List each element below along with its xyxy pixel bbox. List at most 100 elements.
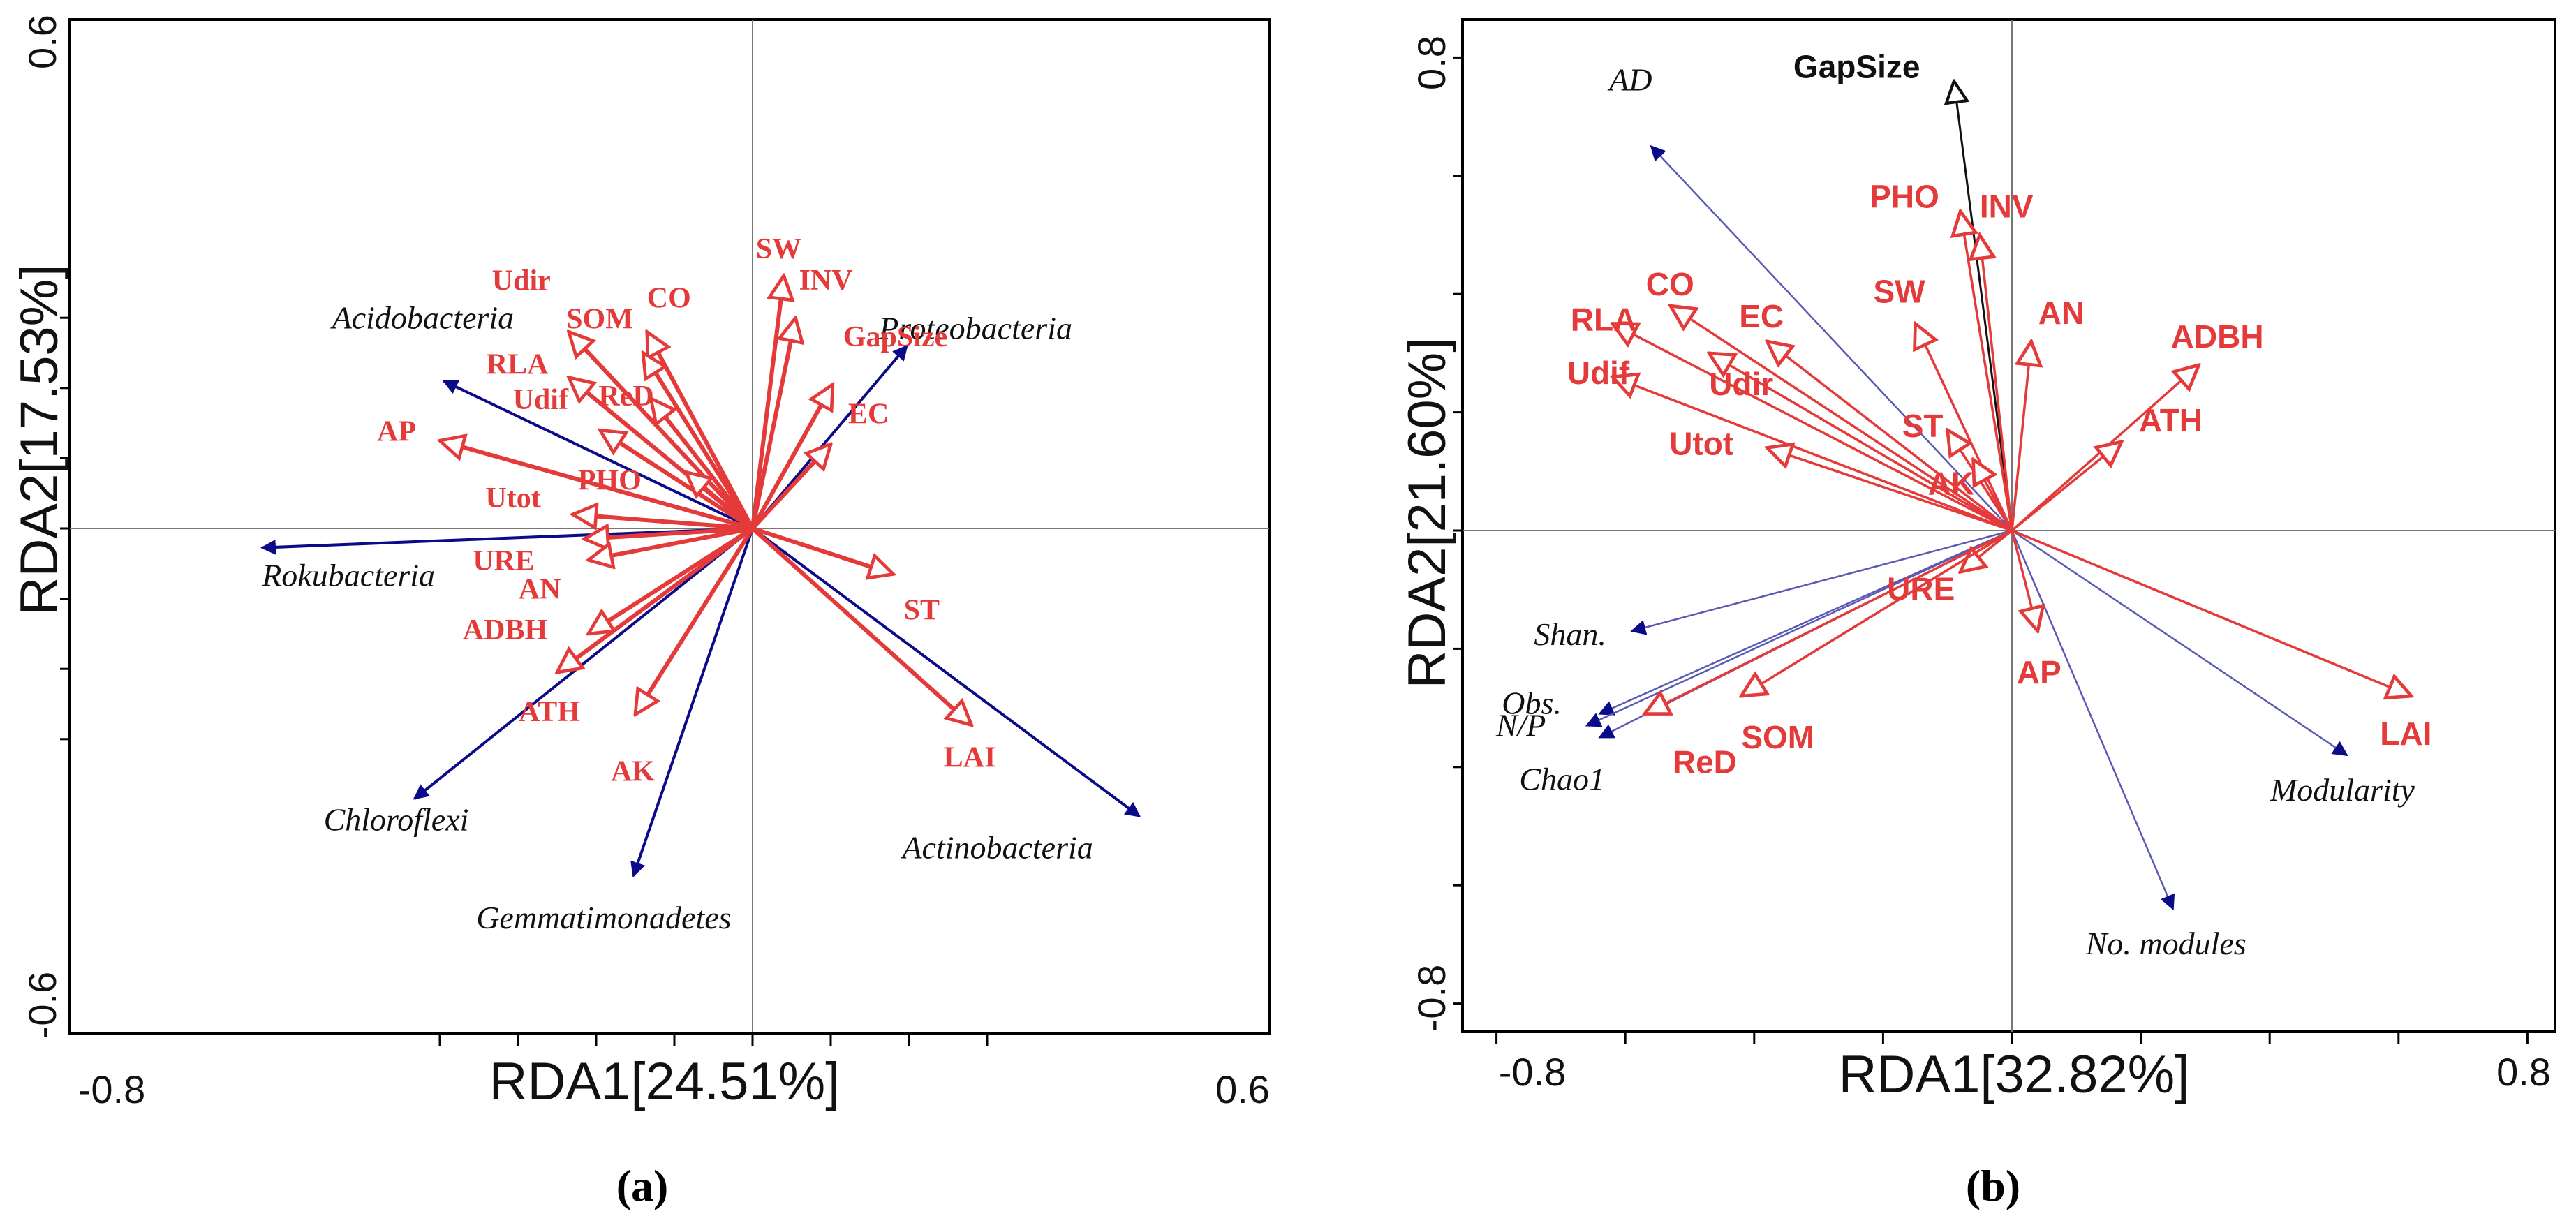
panel-b-label-som: SOM xyxy=(1741,719,1814,755)
panel-a-label-udif: Udif xyxy=(513,384,569,416)
panel-a-arrow-inv xyxy=(750,318,796,529)
panel-a-arrow-ath xyxy=(557,526,754,672)
panel-b-label-co: CO xyxy=(1646,266,1694,302)
panel-a-label-gapsize: GapSize xyxy=(843,321,947,353)
panel-b-arrow-gapsize xyxy=(1954,81,2013,531)
panel-b-label: (b) xyxy=(1966,1161,2020,1210)
panel-b-arrow-pho xyxy=(1960,212,2013,531)
panel-a-x-ticks xyxy=(438,1033,989,1046)
panel-b-x-tick-left: -0.8 xyxy=(1499,1050,1567,1094)
panel-a-label-ak: AK xyxy=(611,756,655,788)
panel-b-arrow-udif xyxy=(1613,377,2013,532)
panel-b: AD Shan. Obs.N/P Chao1 Modularity No. modules… xyxy=(1398,18,2556,1210)
panel-a-arrow-lai xyxy=(750,526,972,725)
panel-b-label-lai: LAI xyxy=(2380,716,2431,752)
panel-b-arrow-red xyxy=(1645,529,2013,714)
panel-a-arrows: Proteobacteria Acidobacteria Rokubacteria C… xyxy=(260,233,1141,935)
panel-a-arrow-utot xyxy=(572,514,753,531)
panel-a-label-acidobacteria: Acidobacteria xyxy=(330,300,515,336)
panel-a-arrow-som xyxy=(643,353,755,530)
panel-b-arrow-co xyxy=(1671,306,2013,532)
panel-a-label-chloroflexi: Chloroflexi xyxy=(324,801,469,837)
panel-a-arrow-red xyxy=(651,399,755,530)
panel-a-arrow-st xyxy=(752,526,894,574)
panel-b-label-modularity: Modularity xyxy=(2270,772,2415,808)
panel-a-label: (a) xyxy=(616,1161,669,1210)
panel-a-frame xyxy=(68,18,1271,1035)
panel-b-arrow-udir xyxy=(1709,353,2013,532)
panel-a-label-utot: Utot xyxy=(485,482,540,514)
panel-b-label-utot: Utot xyxy=(1669,425,1733,461)
panel-b-label-chao1: Chao1 xyxy=(1519,761,1605,796)
panel-b-arrow-shan xyxy=(1630,529,2013,635)
panel-a-label-st: ST xyxy=(904,594,940,626)
panel-a-arrow-gapsize xyxy=(750,385,835,530)
panel-a-label-adbh: ADBH xyxy=(463,614,547,646)
panel-b-arrow-ak xyxy=(1974,459,2013,531)
panel-a-arrow-udif xyxy=(600,430,754,531)
panel-b-label-st: ST xyxy=(1902,408,1944,444)
panel-a-arrow-ap xyxy=(440,440,753,531)
panel-b-arrow-inv xyxy=(1980,235,2013,531)
panel-a-x-axis-title: RDA1[24.51%] xyxy=(489,1052,841,1111)
panel-b-arrow-ap xyxy=(2011,530,2038,631)
panel-b-y-ticks xyxy=(1453,56,1463,1005)
panel-a-label-rla: RLA xyxy=(487,349,549,381)
panel-a-label-sw: SW xyxy=(756,233,801,265)
panel-a-arrow-udir xyxy=(569,332,755,531)
panel-a-y-tick-bottom: -0.6 xyxy=(20,972,64,1039)
panel-a-label-ure: URE xyxy=(473,545,535,577)
panel-b-label-red: ReD xyxy=(1673,744,1737,780)
panel-a-label-som: SOM xyxy=(566,304,633,336)
panel-a-arrow-actinobacteria xyxy=(751,527,1141,818)
panel-a-arrow-ak xyxy=(635,527,755,715)
panel-a-arrow-ure xyxy=(584,528,753,539)
panel-a-arrow-gemmatimonadetes xyxy=(630,528,754,878)
panel-a-label-ath: ATH xyxy=(519,696,580,728)
panel-b-arrow-rla xyxy=(1613,324,2013,532)
panel-b-arrow-ure xyxy=(1960,529,2013,572)
panel-b-label-udif: Udif xyxy=(1567,355,1630,391)
panel-a-label-inv: INV xyxy=(799,265,853,297)
panel-b-label-obs: Obs. xyxy=(1502,685,1562,721)
panel-a-label-udir: Udir xyxy=(492,265,551,297)
panel-b-label-an: AN xyxy=(2038,295,2085,331)
panel-b-label-n-p: N/P xyxy=(1495,708,1546,743)
panel-a-y-tick-top: 0.6 xyxy=(20,15,64,69)
panel-a-label-rokubacteria: Rokubacteria xyxy=(261,558,435,593)
panel-b-label-rla: RLA xyxy=(1571,302,1637,338)
panel-b-x-axis-title: RDA1[32.82%] xyxy=(1839,1045,2190,1104)
panel-b-label-udir: Udir xyxy=(1709,366,1773,402)
panel-a-label-actinobacteria: Actinobacteria xyxy=(900,829,1093,865)
panel-a-y-axis-title: RDA2[17.53%] xyxy=(10,265,69,616)
panel-b-label-ap: AP xyxy=(2017,654,2061,690)
panel-b-label-pho: PHO xyxy=(1870,179,1939,215)
panel-b-x-tick-right: 0.8 xyxy=(2496,1050,2551,1094)
panel-b-arrow-modularity xyxy=(2011,529,2348,757)
panel-b-x-ticks xyxy=(1495,1032,2529,1044)
panel-b-label-inv: INV xyxy=(1980,188,2034,225)
panel-b-arrow-ath xyxy=(2011,442,2122,532)
panel-a-x-tick-left: -0.8 xyxy=(78,1067,146,1111)
panel-a-y-ticks xyxy=(60,316,70,741)
panel-a-label-co: CO xyxy=(647,282,691,314)
panel-a-label-ap: AP xyxy=(377,415,416,447)
panel-a-label-proteobacteria: Proteobacteria xyxy=(878,310,1072,346)
panel-a-x-tick-right: 0.6 xyxy=(1215,1067,1270,1111)
panel-b-y-tick-bottom: -0.8 xyxy=(1409,965,1453,1032)
panel-a: Proteobacteria Acidobacteria Rokubacteria C… xyxy=(10,15,1271,1210)
panel-b-label-ad: AD xyxy=(1607,61,1652,97)
panel-b-arrow-an xyxy=(2011,341,2031,531)
panel-b-label-shan: Shan. xyxy=(1534,616,1606,652)
panel-a-arrow-pho xyxy=(686,473,754,531)
panel-a-label-gemmatimonadetes: Gemmatimonadetes xyxy=(476,900,731,935)
panel-b-label-adbh: ADBH xyxy=(2171,318,2264,355)
panel-b-arrow-obs xyxy=(1598,529,2013,716)
panel-b-arrow-no-modules xyxy=(2011,530,2175,911)
panel-a-arrow-ec xyxy=(750,444,831,531)
panel-b-label-ath: ATH xyxy=(2139,402,2203,438)
panel-b-y-axis-title: RDA2[21.60%] xyxy=(1398,338,1457,689)
panel-a-label-an: AN xyxy=(519,573,561,605)
panel-a-label-lai: LAI xyxy=(944,742,996,774)
